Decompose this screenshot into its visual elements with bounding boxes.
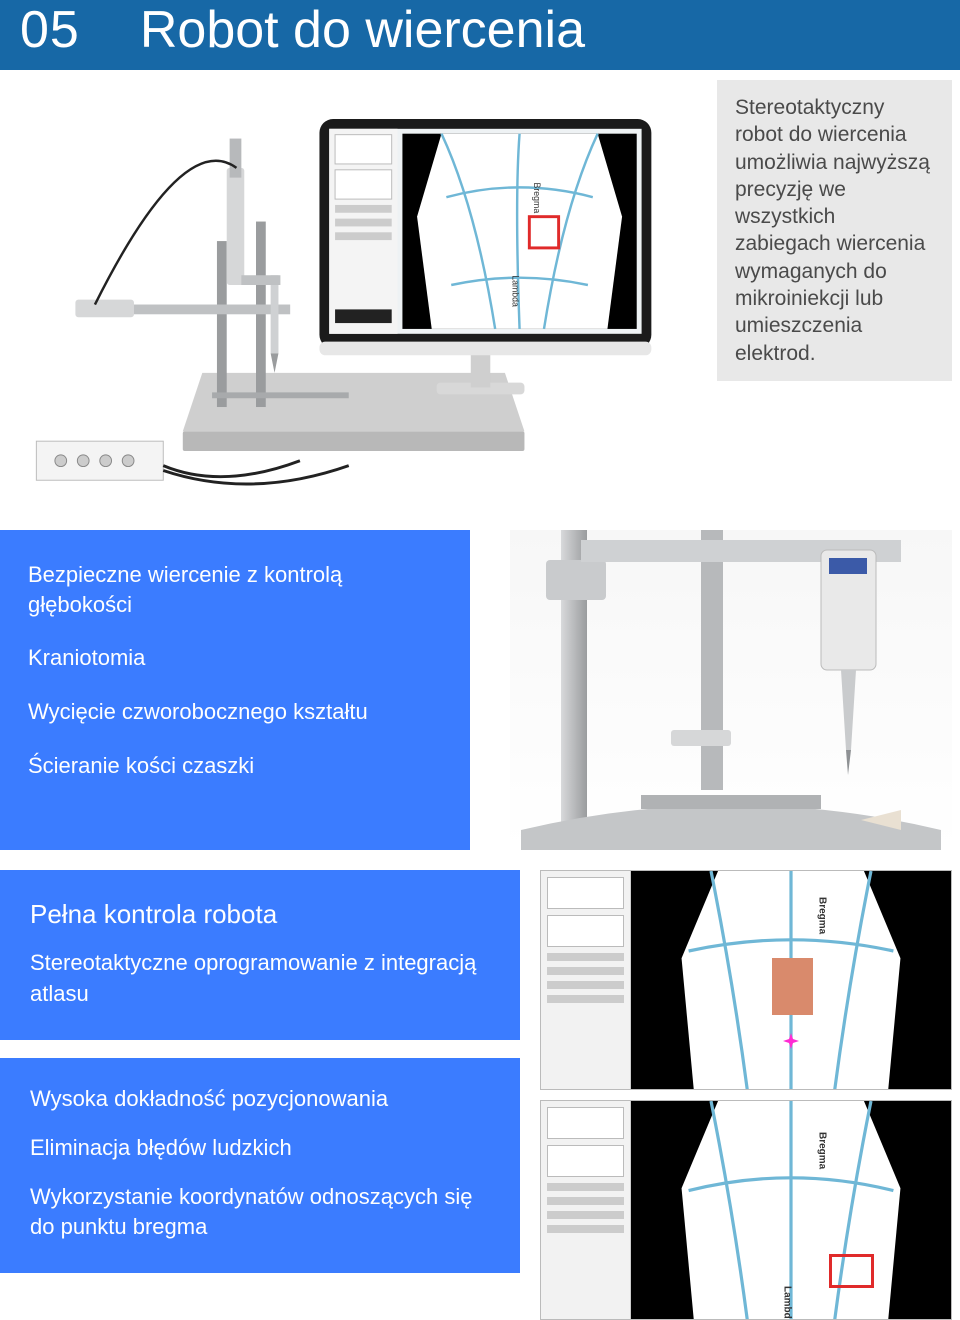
features-box: Bezpieczne wiercenie z kontrolą głębokoś… [0, 530, 470, 850]
screenshot-a-sidebar [541, 871, 631, 1089]
screenshot-a-canvas: Bregma [631, 871, 951, 1089]
page-header: 05 Robot do wiercenia [0, 0, 960, 70]
software-screenshot-a: Bregma [540, 870, 952, 1090]
bottom-row: Pełna kontrola robota Stereotaktyczne op… [0, 870, 960, 1320]
mid-row: Bezpieczne wiercenie z kontrolą głębokoś… [0, 530, 960, 850]
precision-item: Eliminacja błędów ludzkich [30, 1133, 490, 1164]
feature-item: Kraniotomia [28, 643, 442, 673]
screenshot-b-sidebar [541, 1101, 631, 1319]
product-svg: Bregma Lambda [0, 80, 717, 490]
screenshot-a-marker [783, 1033, 799, 1049]
software-screenshots: Bregma Bre [540, 870, 952, 1320]
drill-closeup-illustration [510, 530, 952, 850]
precision-card: Wysoka dokładność pozycjonowania Elimina… [0, 1058, 520, 1273]
feature-item: Wycięcie czworobocznego kształtu [28, 697, 442, 727]
software-card: Pełna kontrola robota Stereotaktyczne op… [0, 870, 520, 1040]
software-card-subtitle: Stereotaktyczne oprogramowanie z integra… [30, 948, 490, 1010]
top-row: Bregma Lambda Stereotaktyczny robot do w… [0, 70, 960, 490]
product-illustration: Bregma Lambda [0, 80, 717, 490]
bottom-left-cards: Pełna kontrola robota Stereotaktyczne op… [0, 870, 520, 1320]
screenshot-a-target [772, 958, 814, 1015]
section-number: 05 [20, 0, 80, 60]
screenshot-b-canvas: Bregma Lambda [631, 1101, 951, 1319]
precision-item: Wysoka dokładność pozycjonowania [30, 1084, 490, 1115]
page-title: Robot do wiercenia [140, 0, 585, 60]
lambda-label: Lambda [781, 1286, 792, 1320]
precision-item: Wykorzystanie koordynatów odnoszących si… [30, 1182, 490, 1244]
feature-item: Ścieranie kości czaszki [28, 751, 442, 781]
software-screenshot-b: Bregma Lambda [540, 1100, 952, 1320]
svg-text:Lambda: Lambda [511, 275, 521, 307]
description-box: Stereotaktyczny robot do wiercenia umożl… [717, 80, 952, 381]
software-card-title: Pełna kontrola robota [30, 896, 490, 932]
bregma-label: Bregma [817, 1132, 828, 1169]
bregma-label: Bregma [817, 897, 828, 934]
svg-text:Bregma: Bregma [532, 182, 542, 213]
screenshot-b-target [829, 1254, 874, 1289]
feature-item: Bezpieczne wiercenie z kontrolą głębokoś… [28, 560, 442, 619]
